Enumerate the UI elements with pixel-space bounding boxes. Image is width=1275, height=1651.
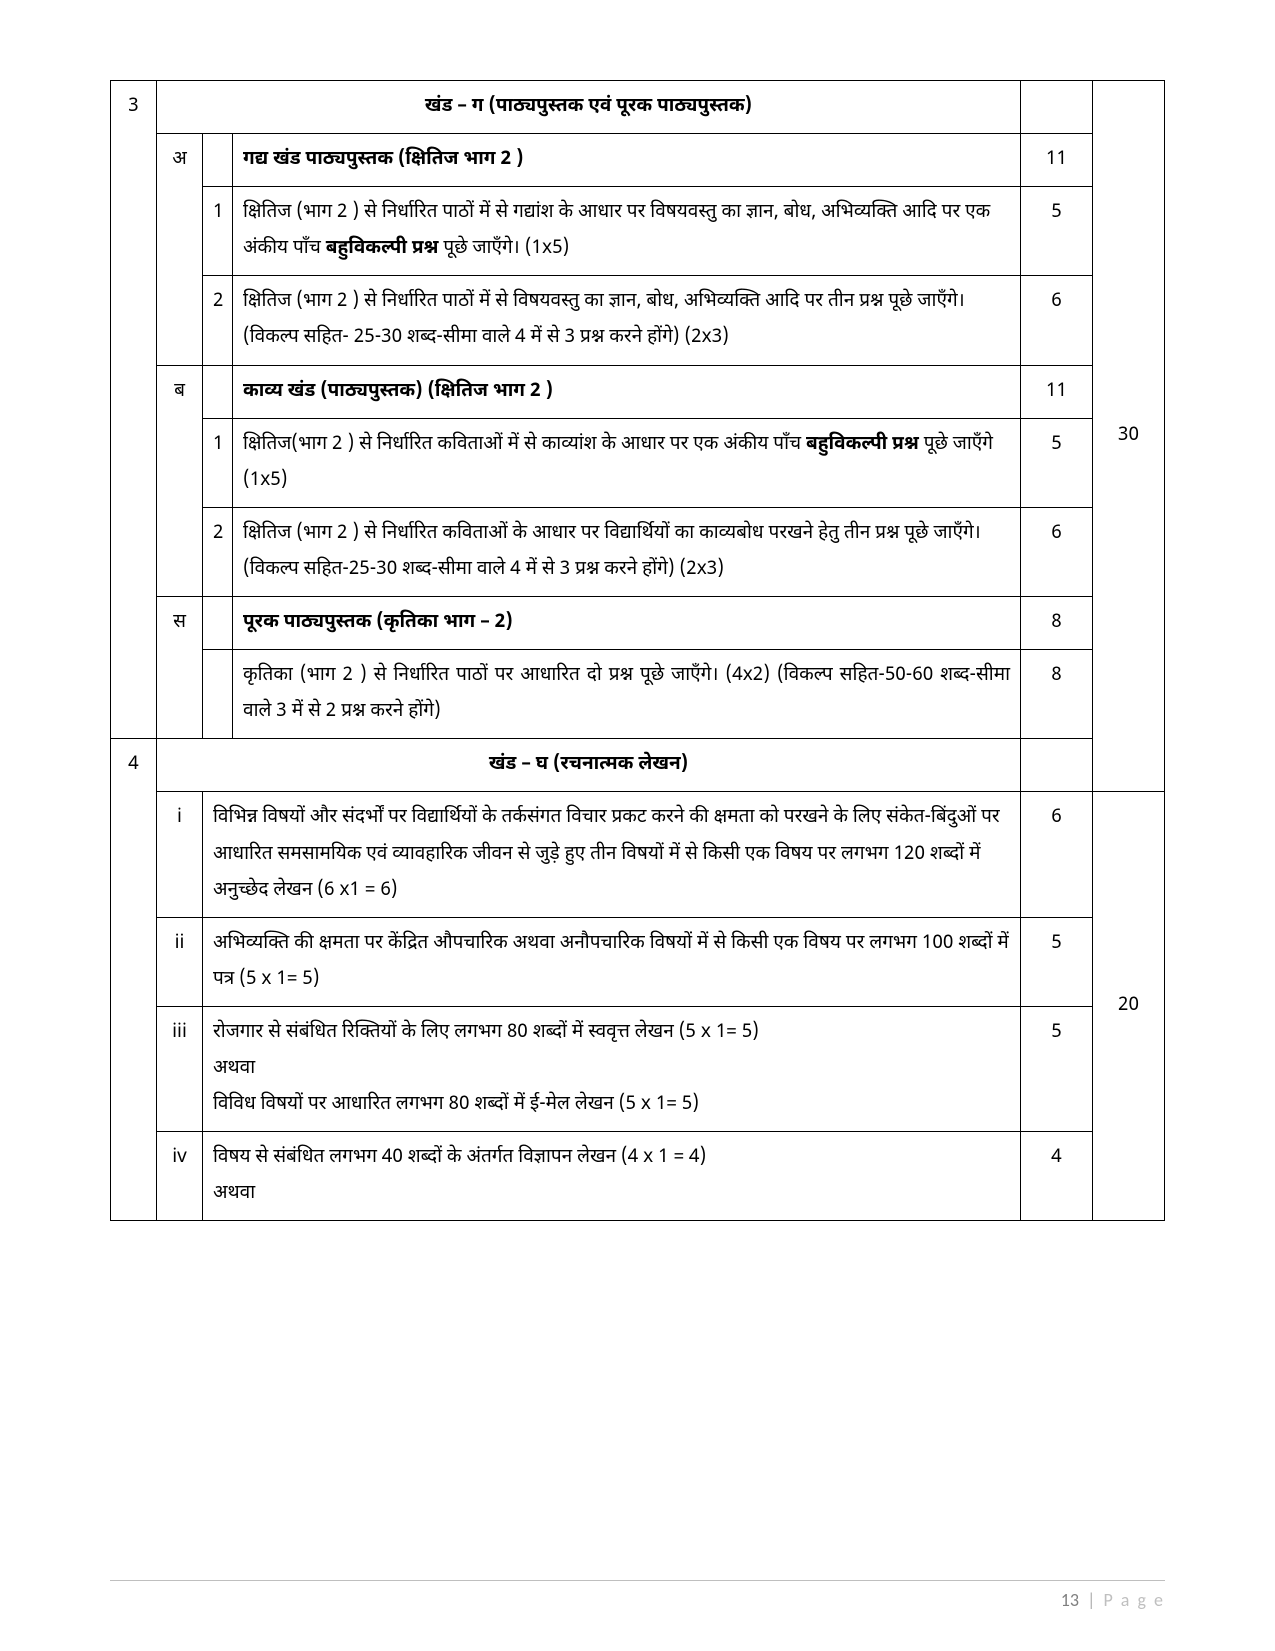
item-text: कृतिका (भाग 2 ) से निर्धारित पाठों पर आध… — [233, 650, 1021, 739]
item-text: क्षितिज (भाग 2 ) से निर्धारित कविताओं के… — [233, 507, 1021, 596]
marks-cell: 5 — [1021, 187, 1093, 276]
subsection-label: अ — [157, 134, 203, 365]
marks-cell: 11 — [1021, 365, 1093, 418]
item-text-bold: बहुविकल्पी प्रश्न — [806, 432, 919, 457]
syllabus-table: 3 खंड – ग (पाठ्यपुस्तक एवं पूरक पाठ्यपुस… — [110, 80, 1165, 1221]
item-text: क्षितिज (भाग 2 ) से निर्धारित पाठों में … — [233, 187, 1021, 276]
section-number-cell: 3 — [111, 81, 157, 739]
footer-pipe: | — [1087, 1589, 1095, 1611]
subsection-title: पूरक पाठ्यपुस्तक (कृतिका भाग – 2) — [233, 597, 1021, 650]
subsection-title: गद्य खंड पाठ्यपुस्तक (क्षितिज भाग 2 ) — [233, 134, 1021, 187]
page-footer: 13 | P a g e — [1061, 1589, 1165, 1611]
item-number-cell: 1 — [203, 418, 233, 507]
subsection-label: स — [157, 597, 203, 739]
page-number: 13 — [1061, 1589, 1079, 1611]
item-text-part: क्षितिज (भाग 2 ) से निर्धारित पाठों में … — [243, 289, 965, 350]
item-number-cell — [203, 365, 233, 418]
item-number-cell — [203, 597, 233, 650]
item-text: क्षितिज(भाग 2 ) से निर्धारित कविताओं में… — [233, 418, 1021, 507]
item-number-cell: 1 — [203, 187, 233, 276]
page-label: P a g e — [1103, 1589, 1165, 1611]
item-text-part: क्षितिज (भाग 2 ) से निर्धारित कविताओं के… — [243, 521, 981, 582]
table-row: स पूरक पाठ्यपुस्तक (कृतिका भाग – 2) 8 — [111, 597, 1165, 650]
marks-cell — [1021, 81, 1093, 134]
section-total-cell: 20 — [1093, 792, 1165, 1221]
marks-cell: 4 — [1021, 1132, 1093, 1221]
document-page: 3 खंड – ग (पाठ्यपुस्तक एवं पूरक पाठ्यपुस… — [0, 0, 1275, 1651]
section-header: खंड – घ (रचनात्मक लेखन) — [157, 739, 1021, 792]
subsection-title: काव्य खंड (पाठ्यपुस्तक) (क्षितिज भाग 2 ) — [233, 365, 1021, 418]
item-number-cell — [203, 650, 233, 739]
item-roman: iii — [157, 1006, 203, 1131]
table-row: 2 क्षितिज (भाग 2 ) से निर्धारित पाठों मे… — [111, 276, 1165, 365]
marks-cell: 6 — [1021, 276, 1093, 365]
item-text-part: पूछे जाएँगे। (1x5) — [438, 236, 569, 261]
marks-cell: 5 — [1021, 917, 1093, 1006]
item-number-cell: 2 — [203, 507, 233, 596]
table-row: 3 खंड – ग (पाठ्यपुस्तक एवं पूरक पाठ्यपुस… — [111, 81, 1165, 134]
item-text: विषय से संबंधित लगभग 40 शब्दों के अंतर्ग… — [203, 1132, 1021, 1221]
item-text: विभिन्न विषयों और संदर्भों पर विद्यार्थि… — [203, 792, 1021, 917]
table-row: 1 क्षितिज (भाग 2 ) से निर्धारित पाठों मे… — [111, 187, 1165, 276]
item-number-cell — [203, 134, 233, 187]
section-total-cell: 30 — [1093, 81, 1165, 792]
section-header: खंड – ग (पाठ्यपुस्तक एवं पूरक पाठ्यपुस्त… — [157, 81, 1021, 134]
item-roman: i — [157, 792, 203, 917]
table-row: 1 क्षितिज(भाग 2 ) से निर्धारित कविताओं म… — [111, 418, 1165, 507]
marks-cell: 8 — [1021, 597, 1093, 650]
table-row: i विभिन्न विषयों और संदर्भों पर विद्यार्… — [111, 792, 1165, 917]
table-row: कृतिका (भाग 2 ) से निर्धारित पाठों पर आध… — [111, 650, 1165, 739]
table-row: iii रोजगार से संबंधित रिक्तियों के लिए ल… — [111, 1006, 1165, 1131]
table-row: 4 खंड – घ (रचनात्मक लेखन) — [111, 739, 1165, 792]
item-text-bold: बहुविकल्पी प्रश्न — [326, 236, 439, 261]
marks-cell: 11 — [1021, 134, 1093, 187]
item-roman: ii — [157, 917, 203, 1006]
item-text: अभिव्यक्ति की क्षमता पर केंद्रित औपचारिक… — [203, 917, 1021, 1006]
marks-cell: 5 — [1021, 1006, 1093, 1131]
table-row: iv विषय से संबंधित लगभग 40 शब्दों के अंत… — [111, 1132, 1165, 1221]
footer-divider — [110, 1580, 1165, 1581]
marks-cell — [1021, 739, 1093, 792]
subsection-label: ब — [157, 365, 203, 596]
section-number-cell: 4 — [111, 739, 157, 1221]
marks-cell: 5 — [1021, 418, 1093, 507]
item-text: रोजगार से संबंधित रिक्तियों के लिए लगभग … — [203, 1006, 1021, 1131]
item-text: क्षितिज (भाग 2 ) से निर्धारित पाठों में … — [233, 276, 1021, 365]
marks-cell: 6 — [1021, 507, 1093, 596]
table-row: 2 क्षितिज (भाग 2 ) से निर्धारित कविताओं … — [111, 507, 1165, 596]
item-text-part: क्षितिज(भाग 2 ) से निर्धारित कविताओं में… — [243, 432, 806, 457]
marks-cell: 6 — [1021, 792, 1093, 917]
marks-cell: 8 — [1021, 650, 1093, 739]
table-row: ब काव्य खंड (पाठ्यपुस्तक) (क्षितिज भाग 2… — [111, 365, 1165, 418]
item-roman: iv — [157, 1132, 203, 1221]
table-row: ii अभिव्यक्ति की क्षमता पर केंद्रित औपचा… — [111, 917, 1165, 1006]
item-number-cell: 2 — [203, 276, 233, 365]
table-row: अ गद्य खंड पाठ्यपुस्तक (क्षितिज भाग 2 ) … — [111, 134, 1165, 187]
